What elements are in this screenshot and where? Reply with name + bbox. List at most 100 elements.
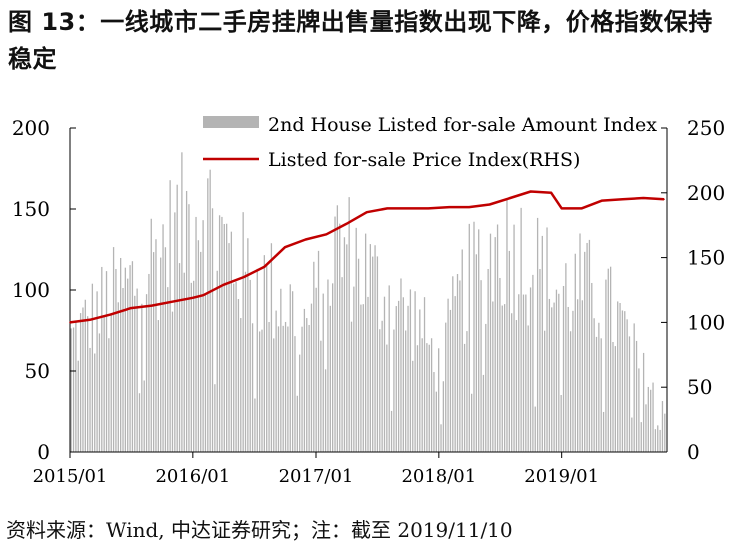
bar-174 bbox=[480, 280, 482, 452]
bar-143 bbox=[407, 305, 409, 452]
bar-102 bbox=[310, 303, 313, 452]
bar-120 bbox=[353, 286, 355, 452]
bar-191 bbox=[520, 207, 522, 452]
bar-104 bbox=[315, 287, 317, 452]
bar-205 bbox=[553, 302, 555, 452]
bar-100 bbox=[306, 318, 308, 452]
bar-150 bbox=[423, 297, 426, 452]
price-point-2015/01 bbox=[69, 321, 71, 324]
price-point-2019/01 bbox=[560, 207, 563, 210]
bar-81 bbox=[261, 329, 263, 452]
price-point-2018/10 bbox=[529, 190, 532, 193]
bar-49 bbox=[185, 190, 188, 452]
bar-96 bbox=[296, 395, 298, 452]
bar-172 bbox=[475, 254, 478, 452]
bar-243 bbox=[642, 352, 645, 452]
bar-40 bbox=[164, 247, 167, 452]
bar-136 bbox=[390, 410, 393, 452]
bar-166 bbox=[461, 249, 463, 452]
bar-209 bbox=[562, 285, 565, 452]
bar-217 bbox=[581, 300, 584, 452]
bar-210 bbox=[565, 263, 567, 452]
bar-155 bbox=[435, 391, 437, 452]
bar-33 bbox=[148, 273, 150, 452]
right-tick-label-0: 0 bbox=[687, 440, 700, 464]
bar-183 bbox=[501, 305, 503, 452]
bar-30 bbox=[141, 303, 143, 452]
bar-230 bbox=[612, 341, 614, 452]
bar-173 bbox=[478, 229, 480, 452]
bar-192 bbox=[522, 294, 525, 452]
bar-88 bbox=[277, 326, 280, 452]
left-tick-label-150: 150 bbox=[12, 197, 50, 221]
bar-37 bbox=[157, 320, 159, 452]
bar-22 bbox=[122, 288, 124, 452]
bar-109 bbox=[327, 279, 329, 452]
legend-label-line: Listed for-sale Price Index(RHS) bbox=[268, 149, 580, 171]
bar-219 bbox=[586, 242, 588, 452]
bar-185 bbox=[506, 198, 508, 452]
x-tick-label-2019/01: 2019/01 bbox=[524, 466, 599, 487]
bar-154 bbox=[433, 372, 435, 452]
bar-126 bbox=[367, 296, 369, 452]
bar-221 bbox=[591, 282, 593, 452]
bar-56 bbox=[202, 220, 204, 452]
bar-11 bbox=[96, 291, 98, 452]
bar-65 bbox=[223, 224, 225, 452]
price-point-2017/02 bbox=[325, 233, 328, 236]
bar-124 bbox=[362, 304, 364, 452]
price-point-2018/06 bbox=[488, 203, 491, 206]
bar-44 bbox=[174, 212, 176, 452]
bar-51 bbox=[190, 282, 192, 452]
bar-218 bbox=[584, 251, 586, 452]
bar-240 bbox=[635, 340, 638, 452]
bar-8 bbox=[89, 347, 91, 452]
bar-72 bbox=[240, 318, 242, 452]
bar-241 bbox=[638, 368, 640, 452]
price-point-2017/06 bbox=[366, 211, 368, 213]
bar-121 bbox=[355, 227, 357, 452]
price-point-2018/12 bbox=[550, 192, 552, 194]
price-point-2016/02 bbox=[202, 294, 205, 297]
bar-113 bbox=[336, 205, 339, 452]
bar-149 bbox=[421, 338, 423, 452]
bar-196 bbox=[532, 274, 534, 452]
bar-105 bbox=[317, 250, 320, 452]
bar-204 bbox=[551, 307, 553, 452]
legend-label-bars: 2nd House Listed for-sale Amount Index bbox=[268, 114, 657, 136]
bar-67 bbox=[228, 243, 230, 452]
bar-61 bbox=[214, 384, 216, 452]
bar-199 bbox=[539, 269, 541, 452]
bar-7 bbox=[87, 316, 89, 452]
bar-179 bbox=[492, 301, 494, 452]
bar-50 bbox=[188, 204, 190, 452]
bar-87 bbox=[275, 310, 277, 452]
bar-129 bbox=[374, 245, 376, 452]
bar-142 bbox=[405, 330, 407, 452]
bar-197 bbox=[534, 406, 536, 452]
bar-58 bbox=[207, 178, 209, 452]
bar-47 bbox=[181, 152, 183, 453]
bar-45 bbox=[176, 184, 178, 452]
bar-252 bbox=[664, 413, 666, 452]
bar-84 bbox=[268, 322, 270, 452]
bar-21 bbox=[120, 257, 122, 452]
bar-208 bbox=[560, 395, 562, 452]
price-point-2018/08 bbox=[509, 197, 512, 199]
bar-180 bbox=[494, 237, 496, 452]
bar-114 bbox=[339, 223, 341, 452]
bar-133 bbox=[383, 296, 386, 452]
bar-186 bbox=[508, 250, 510, 452]
bar-82 bbox=[263, 255, 265, 452]
bar-115 bbox=[341, 277, 343, 452]
bar-110 bbox=[329, 305, 331, 452]
price-point-2017/04 bbox=[345, 223, 348, 225]
bar-54 bbox=[197, 240, 200, 452]
bar-31 bbox=[143, 380, 145, 452]
bar-228 bbox=[607, 268, 609, 452]
bar-163 bbox=[454, 296, 456, 452]
bar-52 bbox=[193, 280, 195, 452]
bar-227 bbox=[605, 279, 607, 452]
bar-119 bbox=[350, 321, 353, 452]
